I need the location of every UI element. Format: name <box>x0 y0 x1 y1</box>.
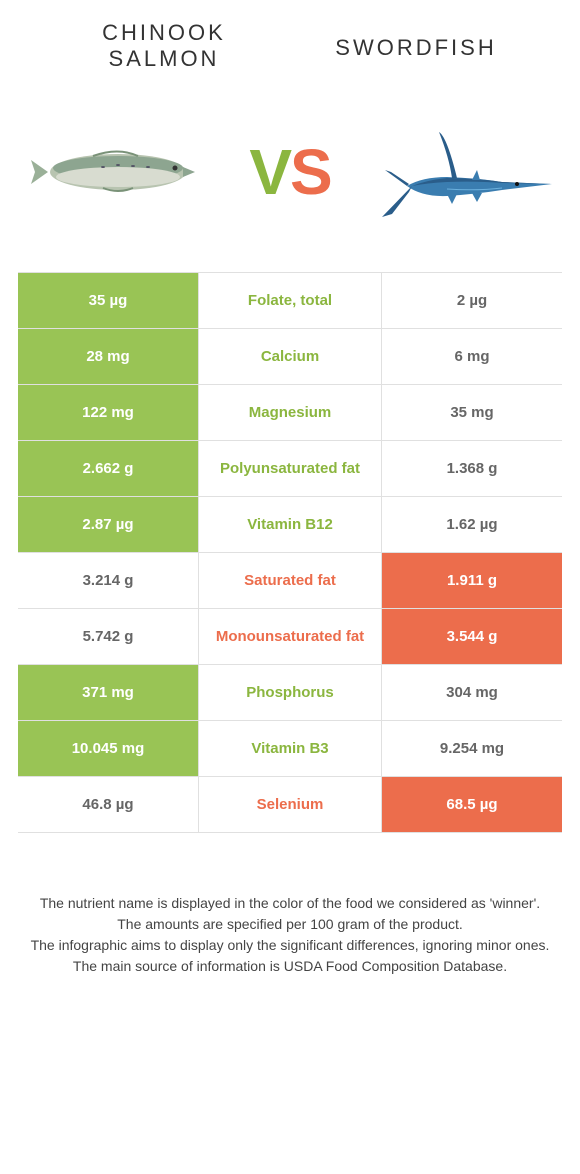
nutrient-row: 2.87 µgVitamin B121.62 µg <box>18 497 562 553</box>
value-right: 9.254 mg <box>382 721 562 776</box>
nutrient-label: Phosphorus <box>198 665 382 720</box>
food-title-right: SWORDFISH <box>290 20 542 61</box>
nutrient-label: Monounsaturated fat <box>198 609 382 664</box>
header: CHINOOK SALMON SWORDFISH <box>18 20 562 82</box>
nutrient-row: 371 mgPhosphorus304 mg <box>18 665 562 721</box>
value-right: 1.62 µg <box>382 497 562 552</box>
nutrient-row: 3.214 gSaturated fat1.911 g <box>18 553 562 609</box>
footer-line2: The amounts are specified per 100 gram o… <box>28 914 552 935</box>
nutrient-label: Vitamin B12 <box>198 497 382 552</box>
nutrient-row: 2.662 gPolyunsaturated fat1.368 g <box>18 441 562 497</box>
vs-v: V <box>249 136 290 208</box>
nutrient-label: Vitamin B3 <box>198 721 382 776</box>
value-right: 3.544 g <box>382 609 562 664</box>
footer-line3: The infographic aims to display only the… <box>28 935 552 956</box>
value-right: 2 µg <box>382 273 562 328</box>
value-right: 6 mg <box>382 329 562 384</box>
value-left: 10.045 mg <box>18 721 198 776</box>
nutrient-label: Calcium <box>198 329 382 384</box>
value-right: 68.5 µg <box>382 777 562 832</box>
footer-line4: The main source of information is USDA F… <box>28 956 552 977</box>
nutrient-row: 35 µgFolate, total2 µg <box>18 273 562 329</box>
nutrient-table: 35 µgFolate, total2 µg28 mgCalcium6 mg12… <box>18 272 562 833</box>
value-left: 3.214 g <box>18 553 198 608</box>
value-left: 28 mg <box>18 329 198 384</box>
value-right: 1.911 g <box>382 553 562 608</box>
nutrient-row: 28 mgCalcium6 mg <box>18 329 562 385</box>
value-left: 46.8 µg <box>18 777 198 832</box>
nutrient-row: 5.742 gMonounsaturated fat3.544 g <box>18 609 562 665</box>
value-left: 371 mg <box>18 665 198 720</box>
value-left: 2.662 g <box>18 441 198 496</box>
vs-s: S <box>290 136 331 208</box>
nutrient-row: 46.8 µgSelenium68.5 µg <box>18 777 562 833</box>
value-left: 35 µg <box>18 273 198 328</box>
value-right: 35 mg <box>382 385 562 440</box>
title-left-line2: SALMON <box>38 46 290 72</box>
value-left: 2.87 µg <box>18 497 198 552</box>
value-right: 1.368 g <box>382 441 562 496</box>
vs-text: VS <box>249 135 330 209</box>
swordfish-image <box>377 112 557 232</box>
title-left-line1: CHINOOK <box>38 20 290 46</box>
nutrient-row: 122 mgMagnesium35 mg <box>18 385 562 441</box>
images-row: VS <box>18 112 562 232</box>
value-left: 5.742 g <box>18 609 198 664</box>
value-right: 304 mg <box>382 665 562 720</box>
nutrient-label: Saturated fat <box>198 553 382 608</box>
nutrient-label: Magnesium <box>198 385 382 440</box>
nutrient-label: Selenium <box>198 777 382 832</box>
value-left: 122 mg <box>18 385 198 440</box>
food-title-left: CHINOOK SALMON <box>38 20 290 72</box>
title-right-text: SWORDFISH <box>290 35 542 61</box>
nutrient-row: 10.045 mgVitamin B39.254 mg <box>18 721 562 777</box>
footer-text: The nutrient name is displayed in the co… <box>18 893 562 977</box>
nutrient-label: Folate, total <box>198 273 382 328</box>
nutrient-label: Polyunsaturated fat <box>198 441 382 496</box>
footer-line1: The nutrient name is displayed in the co… <box>28 893 552 914</box>
salmon-image <box>23 112 203 232</box>
